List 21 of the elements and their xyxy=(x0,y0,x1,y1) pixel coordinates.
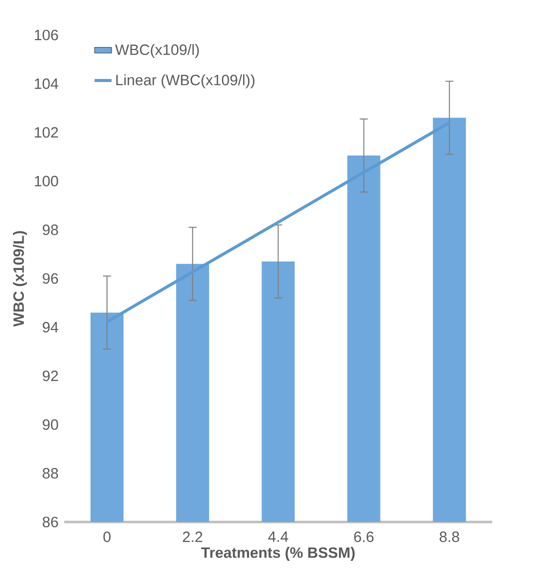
legend-label: WBC(x109/l) xyxy=(115,44,199,58)
y-tick-label: 86 xyxy=(42,516,58,528)
x-tick-label: 4.4 xyxy=(268,532,288,542)
x-tick-label: 0 xyxy=(103,532,111,542)
line-series xyxy=(106,121,451,324)
legend-label: Linear (WBC(x109/l)) xyxy=(116,74,254,88)
y-tick-label: 90 xyxy=(42,419,58,430)
y-tick-label: 98 xyxy=(42,224,58,236)
y-axis-title: WBC (x109/L) xyxy=(12,231,27,327)
x-tick-label: 6.6 xyxy=(354,532,374,542)
x-axis-title: Treatments (% BSSM) xyxy=(201,546,355,561)
y-tick-label: 104 xyxy=(34,78,58,89)
y-tick-label: 92 xyxy=(42,370,58,382)
y-tick-label: 94 xyxy=(42,322,58,332)
y-tick-label: 102 xyxy=(34,127,58,138)
x-tick-label: 8.8 xyxy=(440,532,460,542)
y-tick-label: 96 xyxy=(42,273,58,284)
y-tick-label: 88 xyxy=(42,468,58,479)
y-tick-label: 106 xyxy=(34,30,58,40)
x-tick-label: 2.2 xyxy=(182,532,202,542)
y-tick-label: 100 xyxy=(34,176,58,186)
